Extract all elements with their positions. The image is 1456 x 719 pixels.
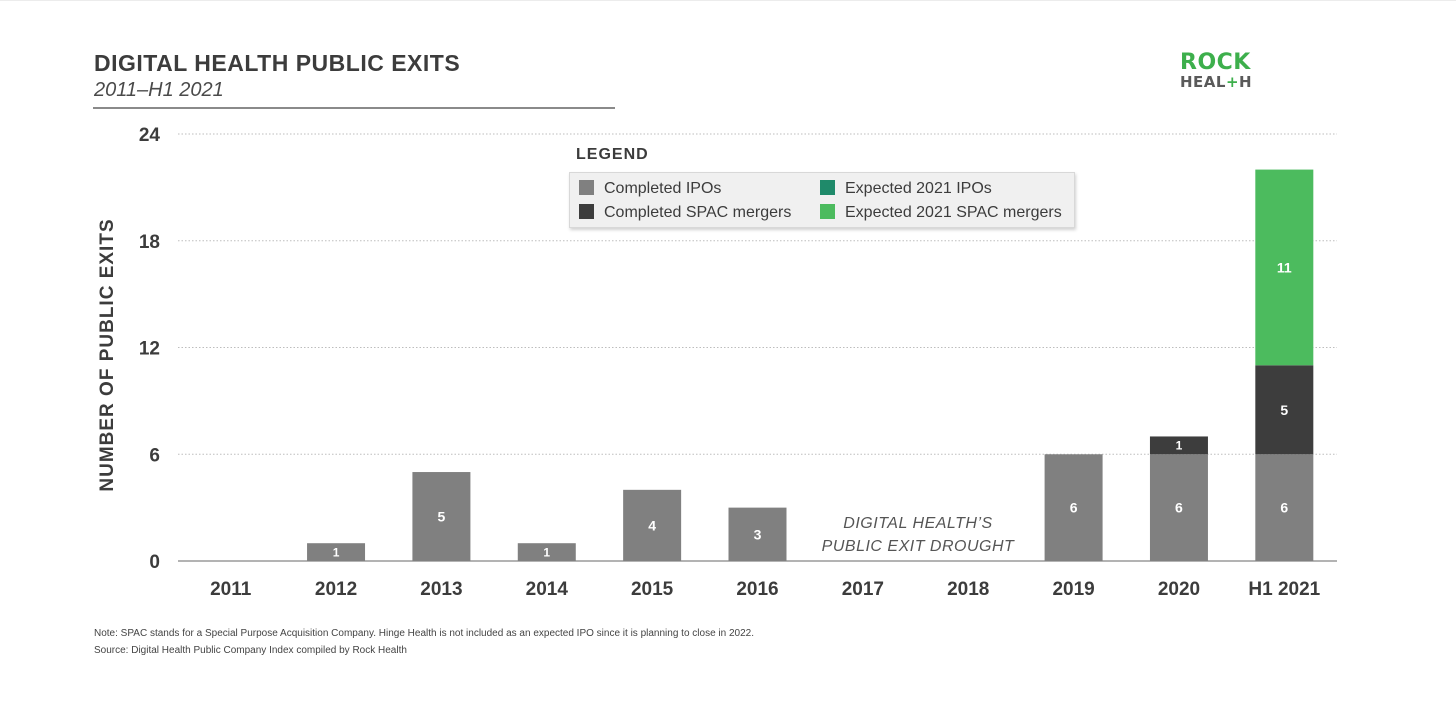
bar-value-label: 11 bbox=[1277, 259, 1292, 275]
x-tick-label: 2016 bbox=[736, 579, 778, 600]
bar-value-label: 1 bbox=[333, 545, 340, 559]
legend-item-expected-spac: Expected 2021 SPAC mergers bbox=[820, 204, 1062, 222]
legend-label: Completed SPAC mergers bbox=[604, 204, 792, 221]
bar-value-label: 6 bbox=[1280, 500, 1288, 516]
legend-label: Expected 2021 IPOs bbox=[845, 180, 992, 197]
y-tick-label: 24 bbox=[139, 125, 161, 146]
rock-health-logo: ROCK HEAL+H bbox=[1180, 52, 1280, 90]
footnote-source: Source: Digital Health Public Company In… bbox=[94, 645, 407, 656]
bar-segment bbox=[517, 543, 576, 561]
chart-title: DIGITAL HEALTH PUBLIC EXITS bbox=[94, 50, 461, 76]
x-tick-label: 2012 bbox=[315, 579, 357, 600]
bar-value-label: 4 bbox=[648, 517, 656, 533]
legend-swatch-expected-spac bbox=[820, 204, 835, 219]
bar-segment bbox=[1149, 454, 1208, 561]
legend-item-completed-ipos: Completed IPOs bbox=[579, 180, 721, 198]
y-tick-label: 18 bbox=[139, 232, 160, 253]
exit-drought-annotation: DIGITAL HEALTH’S PUBLIC EXIT DROUGHT bbox=[822, 512, 1015, 558]
bar-value-label: 5 bbox=[1280, 402, 1288, 418]
bar-segment bbox=[623, 489, 682, 561]
bar-segment bbox=[412, 472, 471, 561]
x-tick-label: 2011 bbox=[210, 579, 252, 600]
bar-segment bbox=[1255, 169, 1314, 366]
bar-value-label: 3 bbox=[754, 526, 762, 542]
y-tick-label: 0 bbox=[149, 552, 160, 573]
bar-value-label: 5 bbox=[438, 509, 446, 525]
x-tick-label: 2017 bbox=[842, 579, 884, 600]
legend-label: Expected 2021 SPAC mergers bbox=[845, 204, 1062, 221]
bar-segment bbox=[1149, 436, 1208, 455]
legend-item-expected-ipos: Expected 2021 IPOs bbox=[820, 180, 992, 198]
logo-plus-glyph: + bbox=[1225, 73, 1240, 91]
bar-segment bbox=[307, 543, 366, 561]
y-tick-label: 12 bbox=[139, 339, 160, 360]
legend-title: LEGEND bbox=[576, 146, 649, 163]
footnote-note: Note: SPAC stands for a Special Purpose … bbox=[94, 628, 755, 639]
y-tick-label: 6 bbox=[149, 445, 160, 466]
x-tick-label: 2018 bbox=[947, 579, 989, 600]
annotation-line-2: PUBLIC EXIT DROUGHT bbox=[821, 538, 1015, 555]
legend-label: Completed IPOs bbox=[604, 180, 722, 197]
x-tick-label: H1 2021 bbox=[1248, 579, 1320, 600]
x-tick-label: 2013 bbox=[420, 579, 462, 600]
x-tick-label: 2014 bbox=[526, 579, 569, 600]
bar-value-label: 6 bbox=[1175, 500, 1183, 516]
logo-line-rock: ROCK bbox=[1180, 50, 1251, 75]
chart-subtitle: 2011–H1 2021 bbox=[94, 79, 224, 101]
x-tick-label: 2015 bbox=[631, 579, 674, 600]
legend-swatch-completed-ipos bbox=[579, 180, 594, 195]
x-tick-label: 2019 bbox=[1052, 579, 1094, 600]
logo-line-health: HEAL+H bbox=[1180, 75, 1280, 90]
bar-value-label: 6 bbox=[1070, 500, 1078, 516]
bar-segment bbox=[1255, 454, 1314, 561]
bar-value-label: 1 bbox=[1176, 439, 1183, 453]
annotation-line-1: DIGITAL HEALTH’S bbox=[843, 515, 993, 532]
logo-h-text: H bbox=[1239, 73, 1253, 91]
legend: Completed IPOs Completed SPAC mergers Ex… bbox=[569, 172, 1075, 228]
bar-segment bbox=[728, 507, 787, 561]
title-divider bbox=[93, 107, 615, 109]
bar-value-label: 1 bbox=[543, 545, 550, 559]
bar-segment bbox=[1044, 454, 1103, 561]
legend-swatch-expected-ipos bbox=[820, 180, 835, 195]
legend-swatch-completed-spac bbox=[579, 204, 594, 219]
logo-heal-text: HEAL bbox=[1180, 73, 1226, 91]
bar-segment bbox=[1255, 365, 1314, 455]
x-tick-label: 2020 bbox=[1158, 579, 1200, 600]
legend-item-completed-spac: Completed SPAC mergers bbox=[579, 204, 791, 222]
